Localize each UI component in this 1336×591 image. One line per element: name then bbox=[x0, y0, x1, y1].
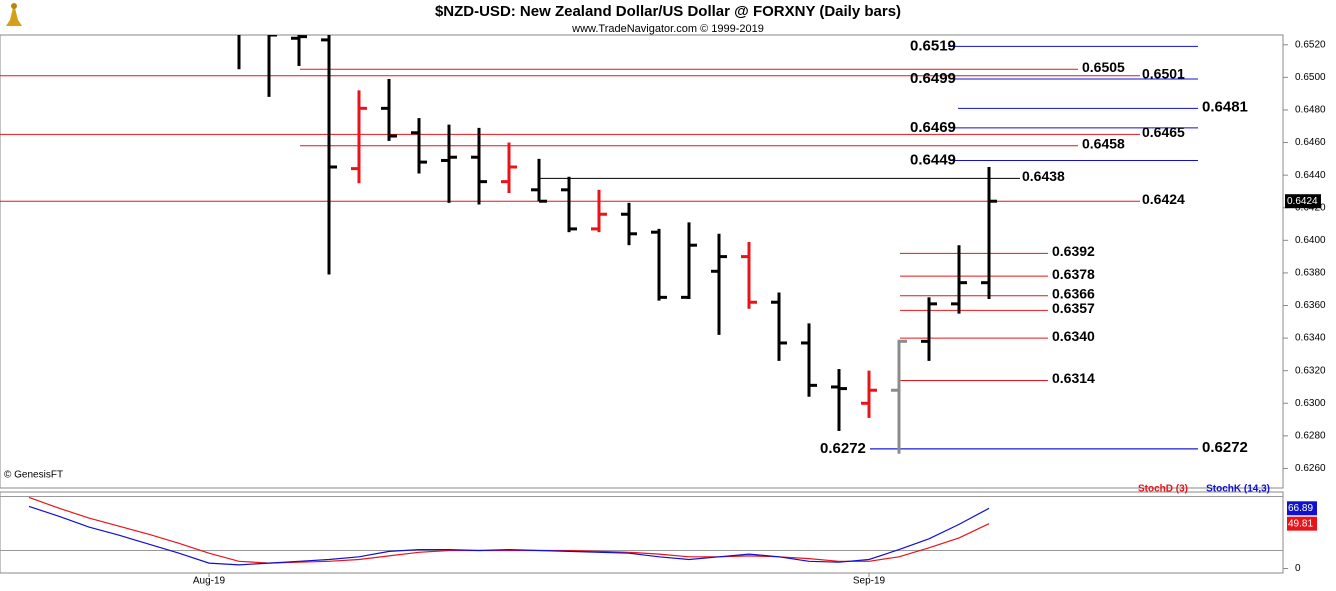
value-tag bbox=[1287, 516, 1317, 531]
x-tick-label: Aug-19 bbox=[193, 576, 226, 587]
y-tick-label: 0.6360 bbox=[1295, 300, 1326, 311]
chart-title: $NZD-USD: New Zealand Dollar/US Dollar @… bbox=[435, 3, 901, 20]
source-note: © GenesisFT bbox=[4, 470, 63, 481]
y-tick-label: 0.6460 bbox=[1295, 137, 1326, 148]
y-tick-label: 0.6260 bbox=[1295, 463, 1326, 474]
y-tick-label: 0.6300 bbox=[1295, 398, 1326, 409]
price-plot bbox=[0, 35, 1198, 454]
level-label: 0.6449 bbox=[910, 151, 956, 168]
level-label: 0.6465 bbox=[1142, 124, 1185, 140]
logo bbox=[6, 3, 22, 26]
stoch-plot bbox=[0, 496, 1283, 566]
y-tick-label: 0.6320 bbox=[1295, 365, 1326, 376]
y-tick-label: 0.6400 bbox=[1295, 235, 1326, 246]
last-price-label: 0.6424 bbox=[1287, 196, 1318, 207]
y-tick-label: 0 bbox=[1295, 563, 1301, 574]
level-label: 0.6357 bbox=[1052, 300, 1095, 316]
legend-entry: StochD (3) bbox=[1138, 484, 1188, 495]
y-tick-label: 0.6280 bbox=[1295, 430, 1326, 441]
level-label: 0.6392 bbox=[1052, 243, 1095, 259]
level-label: 0.6505 bbox=[1082, 59, 1125, 75]
value-tag bbox=[1287, 501, 1317, 516]
y-tick-label: 0.6500 bbox=[1295, 72, 1326, 83]
level-label: 0.6272 bbox=[820, 440, 866, 457]
level-label: 0.6378 bbox=[1052, 266, 1095, 282]
last-price-tag bbox=[1285, 194, 1321, 209]
y-tick-label: 0.6340 bbox=[1295, 333, 1326, 344]
level-label: 0.6499 bbox=[910, 70, 956, 87]
level-label: 0.6501 bbox=[1142, 65, 1185, 81]
price-panel bbox=[0, 34, 1284, 489]
y-tick-label: 0.6440 bbox=[1295, 170, 1326, 181]
level-label: 0.6469 bbox=[910, 119, 956, 136]
y-tick-label: 0.6380 bbox=[1295, 268, 1326, 279]
value-tag-label: 66.89 bbox=[1288, 503, 1313, 514]
level-label: 0.6481 bbox=[1202, 98, 1248, 115]
level-label: 0.6272 bbox=[1202, 439, 1248, 456]
level-label: 0.6314 bbox=[1052, 370, 1095, 386]
level-label: 0.6519 bbox=[910, 37, 956, 54]
x-tick-label: Sep-19 bbox=[853, 576, 886, 587]
level-label: 0.6458 bbox=[1082, 136, 1125, 152]
stoch-panel bbox=[0, 491, 1284, 574]
chart-subtitle: www.TradeNavigator.com © 1999-2019 bbox=[571, 23, 764, 35]
axes: 0.6260 0.6280 0.6300 0.6320 0.6340 0.6360 0.63… bbox=[193, 37, 1326, 586]
level-label: 0.6340 bbox=[1052, 328, 1095, 344]
value-tag-label: 49.81 bbox=[1288, 518, 1313, 529]
y-tick-label: 0.6480 bbox=[1295, 105, 1326, 116]
stoch-line bbox=[28, 505, 990, 566]
legend-entry: StochK (14,3) bbox=[1206, 484, 1270, 495]
y-tick-label: 0.6520 bbox=[1295, 39, 1326, 50]
level-label: 0.6438 bbox=[1022, 168, 1065, 184]
stoch-line bbox=[28, 496, 990, 564]
level-label: 0.6366 bbox=[1052, 285, 1095, 301]
level-label: 0.6424 bbox=[1142, 191, 1185, 207]
